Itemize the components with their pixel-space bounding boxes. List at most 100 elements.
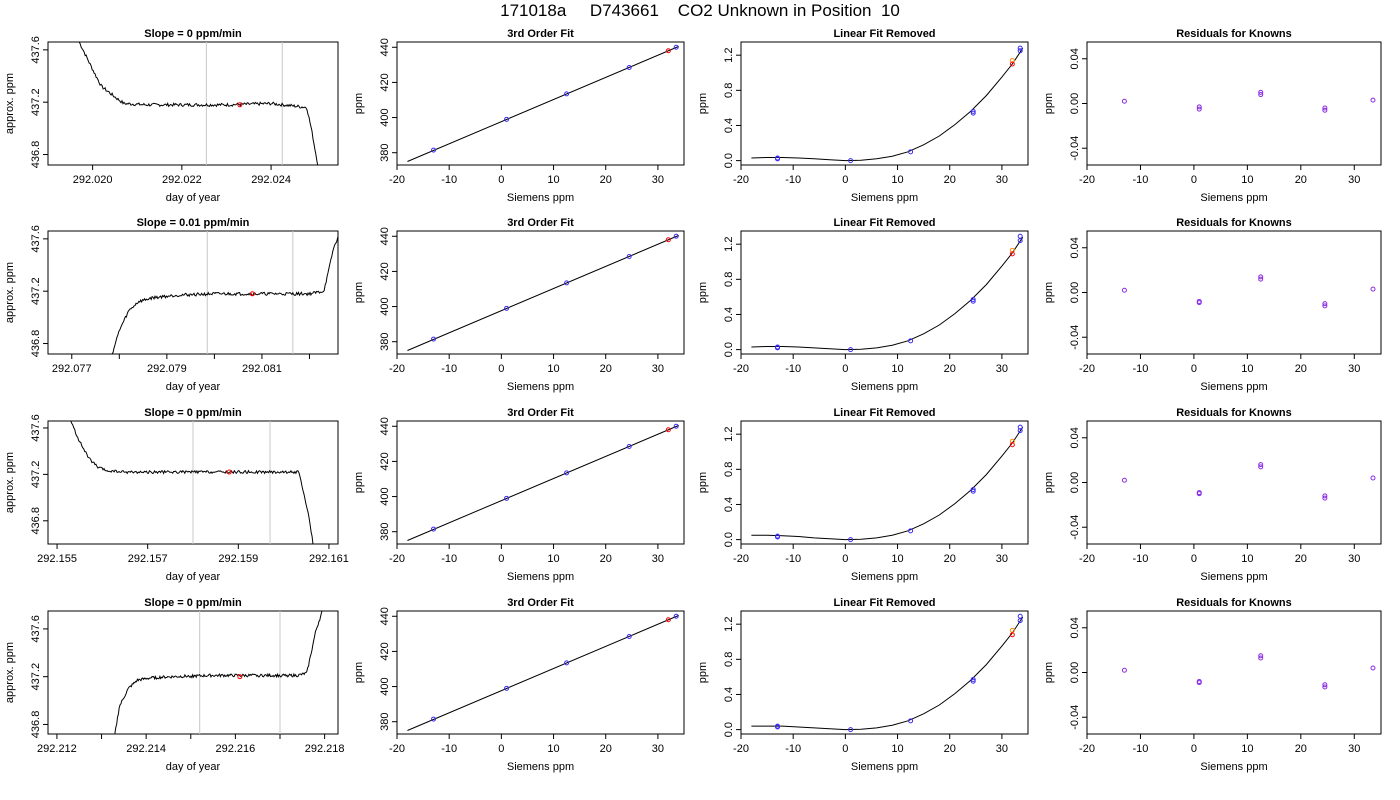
concentration-trace — [111, 234, 338, 354]
x-tick-label: 30 — [996, 174, 1008, 186]
x-tick-label: 0 — [1191, 174, 1197, 186]
mean-marker — [226, 469, 232, 475]
concentration-trace — [114, 611, 323, 734]
x-tick-label: 0 — [498, 553, 504, 565]
plot-area — [407, 233, 679, 351]
known-standard-point — [504, 685, 510, 691]
y-tick-label: 440 — [379, 607, 391, 625]
known-standard-point — [626, 633, 632, 639]
x-tick-label: -20 — [389, 174, 405, 186]
y-tick-label: 420 — [379, 73, 391, 91]
y-tick-label: 0.4 — [723, 497, 735, 512]
known-standard-point — [775, 156, 781, 162]
x-tick-label: -20 — [389, 743, 405, 755]
x-axis-label: Siemens ppm — [1200, 381, 1267, 393]
unknown-point — [1009, 442, 1015, 448]
y-tick-label: 437.6 — [30, 36, 42, 64]
y-axis-label: ppm — [1043, 282, 1055, 303]
residual-point — [1322, 684, 1328, 690]
y-tick-label: 420 — [379, 262, 391, 280]
known-standard-point — [626, 443, 632, 449]
x-tick-label: -20 — [733, 743, 749, 755]
x-tick-label: 20 — [944, 174, 956, 186]
x-tick-label: -10 — [1133, 174, 1149, 186]
x-tick-label: 292.218 — [305, 743, 345, 755]
residual-point — [1322, 107, 1328, 113]
residual-point — [1258, 92, 1264, 98]
concentration-trace — [70, 421, 314, 544]
known-standard-point — [970, 108, 976, 114]
panel-title: Residuals for Knowns — [1176, 597, 1292, 609]
known-standard-point — [673, 613, 679, 619]
known-standard-point — [908, 338, 914, 344]
fit-line — [407, 614, 679, 731]
x-tick-label: 0 — [498, 174, 504, 186]
known-standard-point — [431, 526, 437, 532]
y-tick-label: 440 — [379, 417, 391, 435]
x-tick-label: 20 — [600, 174, 612, 186]
residual-point — [1370, 97, 1376, 103]
panel-4-2: 3rd Order Fit Siemens ppm ppm -20 -10 0 10 20 30… — [353, 597, 685, 773]
known-standard-point — [504, 116, 510, 122]
known-standard-point — [431, 147, 437, 153]
known-standard-point — [504, 305, 510, 311]
y-axis-label: ppm — [1043, 662, 1055, 683]
known-standard-point — [848, 158, 854, 164]
y-axis-label: ppm — [353, 472, 365, 493]
x-tick-label: 292.212 — [37, 743, 77, 755]
residual-point — [1322, 682, 1328, 688]
known-standard-point — [908, 149, 914, 155]
residual-point — [1258, 653, 1264, 659]
residual-point — [1258, 276, 1264, 282]
plot-frame — [396, 41, 685, 166]
y-axis-label: ppm — [1043, 472, 1055, 493]
panel-1-4: Residuals for Knowns Siemens ppm ppm -20 -10… — [1043, 28, 1382, 204]
x-tick-label: -10 — [1133, 363, 1149, 375]
known-standard-point — [848, 537, 854, 543]
plot-area — [751, 424, 1024, 543]
y-axis-label: ppm — [353, 93, 365, 114]
residual-point — [1196, 491, 1202, 497]
panel-title: Linear Fit Removed — [833, 597, 935, 609]
y-tick-label: 420 — [379, 452, 391, 470]
x-tick-label: 292.155 — [37, 553, 77, 565]
y-tick-label: 0.0 — [723, 153, 735, 168]
x-tick-label: 10 — [891, 743, 903, 755]
known-standard-point — [673, 423, 679, 429]
panel-title: Linear Fit Removed — [833, 407, 935, 419]
y-tick-label: 0.8 — [723, 83, 735, 98]
unknown-point — [665, 237, 671, 243]
y-tick-label: -0.04 — [1069, 705, 1081, 730]
x-tick-label: 30 — [652, 553, 664, 565]
y-axis-label: ppm — [1043, 93, 1055, 114]
panel-2-4: Residuals for Knowns Siemens ppm ppm -20 -10… — [1043, 217, 1382, 393]
panel-4-1: Slope = 0 ppm/min day of year approx. ppm 2… — [4, 597, 344, 773]
y-tick-label: 437.2 — [30, 461, 42, 489]
x-tick-label: -10 — [785, 553, 801, 565]
residual-point — [1121, 667, 1127, 673]
plot-frame — [740, 610, 1029, 735]
x-axis-label: Siemens ppm — [1200, 192, 1267, 204]
y-tick-label: 420 — [379, 642, 391, 660]
x-tick-label: 20 — [944, 553, 956, 565]
x-tick-label: 10 — [547, 363, 559, 375]
x-tick-label: -20 — [389, 553, 405, 565]
residual-point — [1258, 274, 1264, 280]
y-tick-label: 380 — [379, 713, 391, 731]
x-tick-label: 292.157 — [128, 553, 168, 565]
x-tick-label: -20 — [733, 174, 749, 186]
x-tick-label: 20 — [944, 363, 956, 375]
x-tick-label: 10 — [1241, 743, 1253, 755]
x-tick-label: 20 — [1295, 363, 1307, 375]
residual-point — [1258, 655, 1264, 661]
x-tick-label: 30 — [652, 174, 664, 186]
y-axis-label: approx. ppm — [4, 73, 16, 134]
plot-frame — [740, 230, 1029, 355]
x-tick-label: 30 — [996, 553, 1008, 565]
unknown-point — [1009, 632, 1015, 638]
x-axis-label: day of year — [166, 381, 221, 393]
y-tick-label: -0.04 — [1069, 515, 1081, 540]
x-tick-label: 292.081 — [242, 363, 282, 375]
x-tick-label: -20 — [733, 553, 749, 565]
y-tick-label: 437.6 — [30, 225, 42, 253]
